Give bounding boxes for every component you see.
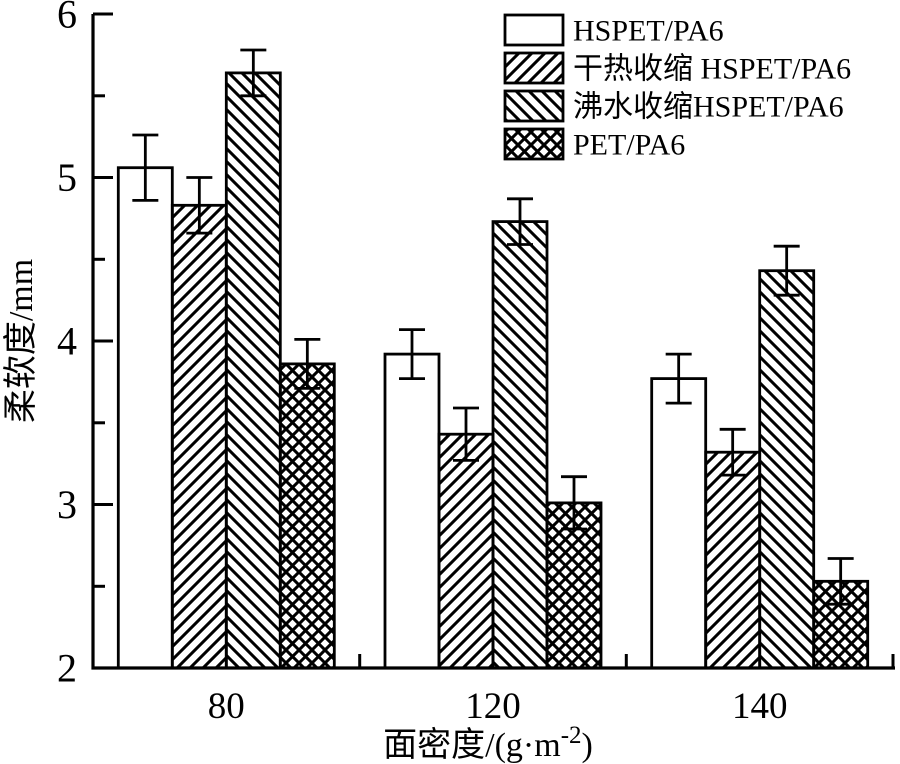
bar-series2-group2	[437, 432, 495, 670]
y-axis-ticks	[93, 12, 113, 588]
legend-swatch	[503, 13, 565, 47]
legend-label: 干热收缩 HSPET/PA6	[573, 53, 851, 86]
legend-swatch	[503, 89, 565, 123]
bar-series2-group3	[704, 450, 762, 670]
error-bar-series1-group1	[132, 133, 159, 202]
legend-item-4: PET/PA6	[503, 127, 685, 162]
bar-series3-group2	[491, 220, 549, 670]
legend-label: HSPET/PA6	[573, 15, 724, 48]
y-tick-label: 4	[57, 319, 77, 364]
y-tick-label: 3	[57, 482, 77, 527]
error-bar-series3-group2	[507, 197, 533, 246]
legend-swatch	[503, 51, 565, 85]
legend-label: PET/PA6	[573, 129, 685, 162]
legend-item-1: HSPET/PA6	[503, 13, 724, 48]
error-bar-series3-group1	[240, 48, 267, 98]
error-bar-series2-group1	[186, 176, 213, 235]
bar-series1-group3	[650, 377, 708, 670]
bar-series1-group2	[383, 352, 441, 670]
y-tick-label: 6	[57, 0, 77, 37]
legend-item-3: 沸水收缩HSPET/PA6	[503, 89, 844, 124]
error-bar-series3-group3	[773, 244, 800, 297]
x-axis-title: 面密度/(g·m-2)	[383, 722, 593, 764]
x-tick-label: 120	[465, 686, 521, 727]
legend: HSPET/PA6 干热收缩 HSPET/PA6 沸水收缩HSPET/PA6 PET/…	[503, 13, 851, 162]
bar-series4-group1	[278, 362, 336, 670]
error-bar-series4-group3	[827, 557, 854, 606]
x-tick-label: 80	[208, 686, 245, 727]
bar-series3-group1	[224, 71, 282, 670]
error-bar-series4-group1	[294, 337, 321, 390]
error-bar-series1-group3	[665, 352, 692, 405]
bar-series1-group1	[116, 166, 174, 670]
y-axis-title: 柔软度/mm	[2, 259, 40, 423]
legend-label: 沸水收缩HSPET/PA6	[573, 91, 844, 124]
bar-series4-group3	[812, 579, 870, 670]
x-tick-label: 140	[732, 686, 788, 727]
error-bar-series4-group2	[561, 475, 587, 531]
y-tick-label: 5	[57, 155, 77, 200]
bar-series3-group3	[758, 269, 816, 670]
error-bar-series2-group3	[719, 427, 746, 477]
x-axis-ticks	[358, 654, 895, 668]
bar-series2-group1	[170, 203, 228, 670]
legend-swatch	[503, 127, 565, 161]
error-bar-series1-group2	[399, 328, 425, 381]
error-bar-series2-group2	[453, 406, 479, 462]
y-tick-label: 2	[57, 646, 77, 691]
legend-item-2: 干热收缩 HSPET/PA6	[503, 51, 851, 86]
